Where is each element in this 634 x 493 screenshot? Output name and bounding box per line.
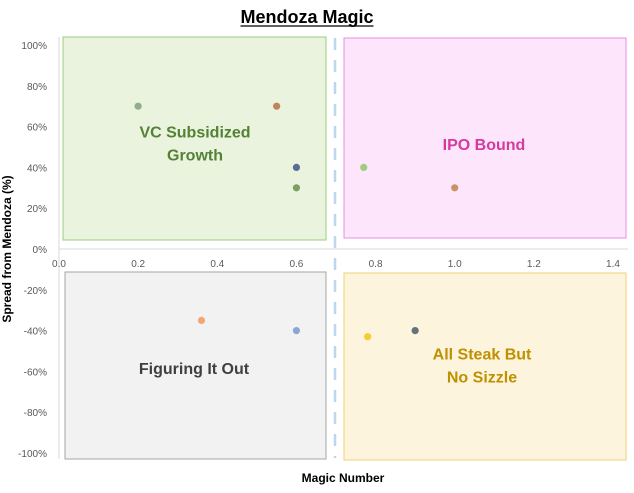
- quadrant-figuring-it-out: [64, 271, 327, 460]
- data-point: [292, 163, 301, 171]
- x-tick-label: 0.8: [369, 259, 383, 270]
- quadrant-vc-subsidized-growth-label: Growth: [167, 148, 223, 165]
- y-tick-label: -40%: [24, 327, 47, 338]
- quadrant-all-steak-no-sizzle-label: All Steak But: [433, 347, 532, 364]
- x-tick-label: 0.4: [210, 259, 224, 270]
- chart-title: Mendoza Magic: [240, 7, 373, 27]
- y-tick-label: -80%: [24, 408, 47, 419]
- x-tick-label: 1.4: [606, 259, 620, 270]
- x-axis-title: Magic Number: [302, 471, 385, 485]
- quadrant-layer: VC Subsidized Growth IPO Bound Figuring It …: [62, 36, 627, 461]
- quadrant-all-steak-no-sizzle: [343, 272, 627, 461]
- quadrant-figuring-it-out-label: Figuring It Out: [139, 361, 250, 378]
- y-tick-label: -60%: [24, 367, 47, 378]
- quadrant-ipo-bound-label: IPO Bound: [443, 137, 526, 154]
- quadrant-all-steak-no-sizzle-label: No Sizzle: [447, 370, 517, 387]
- x-tick-label: 1.2: [527, 259, 541, 270]
- y-tick-label: 40%: [27, 163, 47, 174]
- data-point: [360, 163, 368, 171]
- y-tick-label: -20%: [24, 286, 47, 297]
- data-point: [451, 184, 459, 192]
- y-tick-label: 100%: [21, 41, 47, 52]
- y-tick-label: 20%: [27, 204, 47, 215]
- data-point: [364, 333, 372, 341]
- data-point: [197, 316, 206, 324]
- data-point: [411, 327, 419, 335]
- data-point: [134, 102, 142, 110]
- y-tick-label: 0%: [33, 245, 48, 256]
- point-layer: [134, 102, 459, 341]
- x-tick-label: 0.0: [52, 259, 66, 270]
- data-point: [292, 327, 301, 335]
- data-point: [273, 102, 281, 110]
- quadrant-vc-subsidized-growth: [62, 36, 327, 241]
- x-tick-label: 0.6: [289, 259, 303, 270]
- x-tick-label: 1.0: [448, 259, 462, 270]
- axis-layer: 100% 80% 60% 40% 20% 0% -20% -40% -60% -80% -100% 0…: [18, 37, 628, 460]
- x-tick-label: 0.2: [131, 259, 145, 270]
- quadrant-ipo-bound: [343, 37, 627, 239]
- y-tick-label: 80%: [27, 82, 47, 93]
- y-axis-title: Spread from Mendoza (%): [0, 175, 14, 322]
- quadrant-vc-subsidized-growth-label: VC Subsidized: [139, 125, 250, 142]
- data-point: [292, 184, 301, 192]
- y-tick-label: -100%: [18, 449, 47, 460]
- y-tick-label: 60%: [27, 123, 47, 134]
